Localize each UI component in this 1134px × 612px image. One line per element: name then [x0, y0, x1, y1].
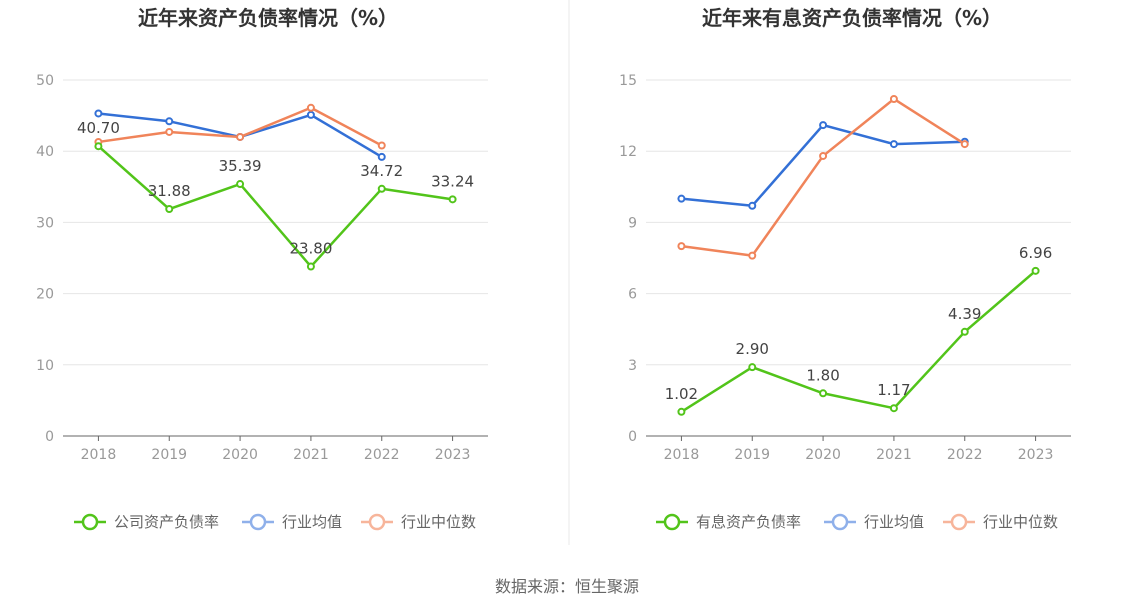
legend-item[interactable]: 有息资产负债率 [656, 513, 801, 531]
data-point[interactable] [889, 94, 898, 103]
data-point[interactable] [1031, 266, 1040, 275]
y-tick-label: 50 [36, 73, 54, 89]
data-point[interactable] [377, 184, 386, 193]
data-point[interactable] [748, 251, 757, 260]
x-tick-label: 2018 [664, 447, 700, 463]
chart-1: 近年来资产负债率情况（%） 0 10 20 30 40 50 2018 2019 2020 2021… [36, 6, 488, 531]
data-point[interactable] [889, 404, 898, 413]
data-point[interactable] [306, 262, 315, 271]
x-tick-label: 2021 [876, 447, 912, 463]
data-label: 4.39 [948, 305, 981, 323]
x-tick-label: 2019 [734, 447, 770, 463]
legend-label: 行业均值 [864, 513, 924, 531]
data-point[interactable] [165, 117, 174, 126]
legend-swatch-marker [368, 513, 386, 531]
data-point[interactable] [165, 205, 174, 214]
x-tick-label: 2020 [222, 447, 258, 463]
legend-item[interactable]: 公司资产负债率 [74, 513, 219, 531]
data-point[interactable] [677, 242, 686, 251]
x-tick-label: 2022 [947, 447, 983, 463]
x-tick-label: 2022 [364, 447, 400, 463]
data-point[interactable] [94, 142, 103, 151]
data-point[interactable] [165, 127, 174, 136]
chart-title: 近年来资产负债率情况（%） [138, 6, 398, 30]
legend-swatch-marker [663, 513, 681, 531]
legend-swatch-marker [950, 513, 968, 531]
legend-label: 行业均值 [282, 513, 342, 531]
legend-label: 公司资产负债率 [114, 513, 219, 531]
legend-item[interactable]: 行业中位数 [943, 513, 1058, 531]
data-point[interactable] [236, 132, 245, 141]
y-tick-label: 12 [619, 144, 637, 160]
series-line-industry-average [681, 123, 965, 208]
y-tick-label: 6 [628, 287, 637, 303]
y-tick-label: 10 [36, 358, 54, 374]
data-point[interactable] [236, 180, 245, 189]
data-point[interactable] [748, 363, 757, 372]
data-label: 31.88 [148, 182, 191, 200]
data-point[interactable] [819, 121, 828, 130]
x-tick-label: 2023 [1018, 447, 1054, 463]
data-point[interactable] [677, 407, 686, 416]
data-point[interactable] [377, 141, 386, 150]
y-tick-label: 3 [628, 358, 637, 374]
data-point[interactable] [306, 110, 315, 119]
legend-label: 有息资产负债率 [696, 513, 801, 531]
x-tick-label: 2021 [293, 447, 329, 463]
y-tick-label: 15 [619, 73, 637, 89]
x-tick-label: 2018 [81, 447, 117, 463]
legend-item[interactable]: 行业中位数 [361, 513, 476, 531]
data-point[interactable] [819, 151, 828, 160]
data-label: 1.17 [877, 381, 910, 399]
data-label: 23.80 [289, 240, 332, 258]
x-tick-label: 2020 [805, 447, 841, 463]
chart-2: 近年来有息资产负债率情况（%） 0 3 6 9 12 15 2018 2019 2020 2021 2… [619, 6, 1071, 531]
data-point[interactable] [677, 194, 686, 203]
series-line-company [97, 145, 453, 268]
legend-label: 行业中位数 [401, 513, 476, 531]
chart-title: 近年来有息资产负债率情况（%） [702, 6, 1002, 30]
data-label: 35.39 [219, 157, 262, 175]
data-label: 34.72 [360, 162, 403, 180]
series-line-company [680, 269, 1037, 413]
x-tick-label: 2023 [435, 447, 471, 463]
data-label: 2.90 [736, 340, 769, 358]
legend-swatch-marker [249, 513, 267, 531]
data-label: 1.80 [806, 366, 839, 384]
y-tick-label: 20 [36, 287, 54, 303]
data-label: 6.96 [1019, 244, 1052, 262]
data-label: 33.24 [431, 172, 474, 190]
y-tick-label: 0 [628, 429, 637, 445]
data-point[interactable] [960, 140, 969, 149]
data-label: 1.02 [665, 385, 698, 403]
data-point[interactable] [889, 140, 898, 149]
legend-swatch-marker [831, 513, 849, 531]
data-point[interactable] [960, 327, 969, 336]
x-tick-label: 2019 [151, 447, 187, 463]
y-tick-label: 0 [45, 429, 54, 445]
y-tick-label: 40 [36, 144, 54, 160]
y-tick-label: 30 [36, 215, 54, 231]
legend-item[interactable]: 行业均值 [824, 513, 924, 531]
y-tick-label: 9 [628, 215, 637, 231]
data-point[interactable] [448, 195, 457, 204]
data-point[interactable] [748, 201, 757, 210]
data-point[interactable] [819, 389, 828, 398]
legend-item[interactable]: 行业均值 [242, 513, 342, 531]
data-source: 数据来源：恒生聚源 [495, 577, 639, 596]
legend-label: 行业中位数 [983, 513, 1058, 531]
data-point[interactable] [94, 109, 103, 118]
data-point[interactable] [377, 152, 386, 161]
legend-swatch-marker [81, 513, 99, 531]
data-point[interactable] [306, 103, 315, 112]
data-label: 40.70 [77, 119, 120, 137]
